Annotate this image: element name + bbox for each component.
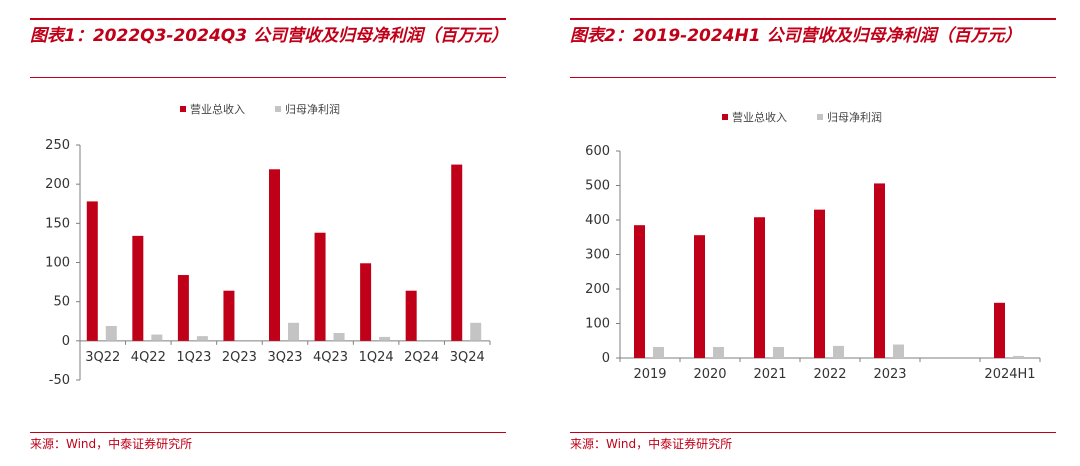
profit-bar-2021 bbox=[773, 346, 784, 358]
y-tick-label: 100 bbox=[585, 317, 610, 332]
title-top-rule bbox=[570, 18, 1056, 20]
x-tick-label: 4Q23 bbox=[313, 350, 348, 365]
profit-bar-2019 bbox=[653, 346, 664, 358]
x-tick-label: 2Q24 bbox=[404, 350, 439, 365]
title-bottom-rule bbox=[570, 77, 1056, 78]
x-tick-label: 1Q24 bbox=[359, 350, 394, 365]
profit-bar-2020 bbox=[713, 346, 724, 358]
x-tick-label: 1Q23 bbox=[176, 350, 211, 365]
chart-title: 图表1：2022Q3-2024Q3 公司营收及归母净利润（百万元） bbox=[30, 26, 508, 46]
source-rule bbox=[570, 432, 1056, 433]
legend-swatch-1 bbox=[275, 106, 281, 112]
profit-bar-4Q23 bbox=[333, 333, 345, 341]
panel-left: 图表1：2022Q3-2024Q3 公司营收及归母净利润（百万元） 营业总收入 归… bbox=[30, 0, 508, 466]
x-tick-label: 4Q22 bbox=[131, 350, 166, 365]
revenue-bar-2024H1 bbox=[994, 302, 1005, 358]
revenue-bar-1Q23 bbox=[177, 275, 189, 341]
x-tick-label: 2021 bbox=[753, 367, 786, 382]
profit-bar-1Q24 bbox=[379, 336, 391, 341]
x-tick-label: 3Q23 bbox=[267, 350, 302, 365]
x-tick-label: 2023 bbox=[873, 367, 906, 382]
source-note: 来源：Wind，中泰证券研究所 bbox=[570, 437, 733, 451]
profit-bar-2022 bbox=[833, 345, 844, 358]
legend-label-1: 归母净利润 bbox=[285, 102, 340, 116]
y-tick-label: 500 bbox=[585, 179, 610, 194]
profit-bar-4Q22 bbox=[151, 334, 163, 341]
legend-swatch-0 bbox=[180, 106, 186, 112]
x-tick-label: 2022 bbox=[813, 367, 846, 382]
chart-title: 图表2：2019-2024H1 公司营收及归母净利润（百万元） bbox=[570, 26, 1022, 46]
x-tick-label: 3Q24 bbox=[450, 350, 485, 365]
legend-label-0: 营业总收入 bbox=[732, 110, 787, 124]
x-tick-label: 2019 bbox=[633, 367, 666, 382]
revenue-bar-3Q23 bbox=[269, 169, 280, 341]
revenue-profit-annual-chart: 营业总收入 归母净利润 0 100 200 300 400 500 600 2019 2020 202… bbox=[585, 110, 1041, 382]
revenue-bar-2023 bbox=[874, 183, 885, 358]
y-tick-label: 150 bbox=[45, 216, 70, 231]
y-tick-label: 0 bbox=[62, 334, 70, 349]
profit-bar-3Q23 bbox=[288, 322, 299, 341]
y-tick-label: 300 bbox=[585, 248, 610, 263]
revenue-bar-2Q24 bbox=[405, 290, 417, 341]
y-tick-label: 100 bbox=[45, 256, 70, 271]
revenue-bar-2019 bbox=[634, 225, 645, 358]
legend-label-1: 归母净利润 bbox=[827, 110, 882, 124]
source-note: 来源：Wind，中泰证券研究所 bbox=[30, 437, 193, 451]
x-tick-label: 2020 bbox=[693, 367, 726, 382]
y-tick-label: 250 bbox=[45, 138, 70, 153]
legend-swatch-1 bbox=[817, 114, 823, 120]
profit-bar-1Q23 bbox=[196, 336, 208, 341]
y-tick-label: 50 bbox=[53, 295, 70, 310]
revenue-bar-2022 bbox=[814, 209, 825, 358]
profit-bar-2023 bbox=[893, 344, 904, 358]
revenue-bar-3Q22 bbox=[86, 201, 98, 341]
title-bottom-rule bbox=[30, 77, 506, 78]
revenue-bar-4Q23 bbox=[314, 232, 326, 341]
source-rule bbox=[30, 432, 506, 433]
profit-bar-2024H1 bbox=[1013, 355, 1024, 358]
y-tick-label: 0 bbox=[602, 351, 610, 366]
y-tick-label: 400 bbox=[585, 213, 610, 228]
title-top-rule bbox=[30, 18, 506, 20]
legend-label-0: 营业总收入 bbox=[190, 102, 245, 116]
y-tick-label: 200 bbox=[45, 177, 70, 192]
revenue-bar-2020 bbox=[694, 235, 705, 358]
y-tick-label: 200 bbox=[585, 282, 610, 297]
x-tick-label: 2Q23 bbox=[222, 350, 257, 365]
panel-right: 图表2：2019-2024H1 公司营收及归母净利润（百万元） 营业总收入 归母净… bbox=[570, 0, 1056, 466]
x-tick-label: 3Q22 bbox=[85, 350, 120, 365]
y-tick-label: 600 bbox=[585, 144, 610, 159]
legend-swatch-0 bbox=[722, 114, 728, 120]
profit-bar-3Q22 bbox=[105, 325, 117, 341]
x-tick-label: 2024H1 bbox=[984, 367, 1035, 382]
revenue-bar-2Q23 bbox=[223, 290, 235, 341]
profit-bar-3Q24 bbox=[470, 322, 482, 341]
revenue-bar-4Q22 bbox=[132, 235, 144, 341]
revenue-profit-quarterly-chart: 营业总收入 归母净利润 -50 0 50 100 150 200 250 3Q22 4Q22 1Q23… bbox=[45, 102, 491, 388]
revenue-bar-3Q24 bbox=[451, 164, 463, 341]
revenue-bar-1Q24 bbox=[360, 263, 372, 341]
y-tick-label: -50 bbox=[49, 373, 70, 388]
revenue-bar-2021 bbox=[754, 217, 765, 358]
